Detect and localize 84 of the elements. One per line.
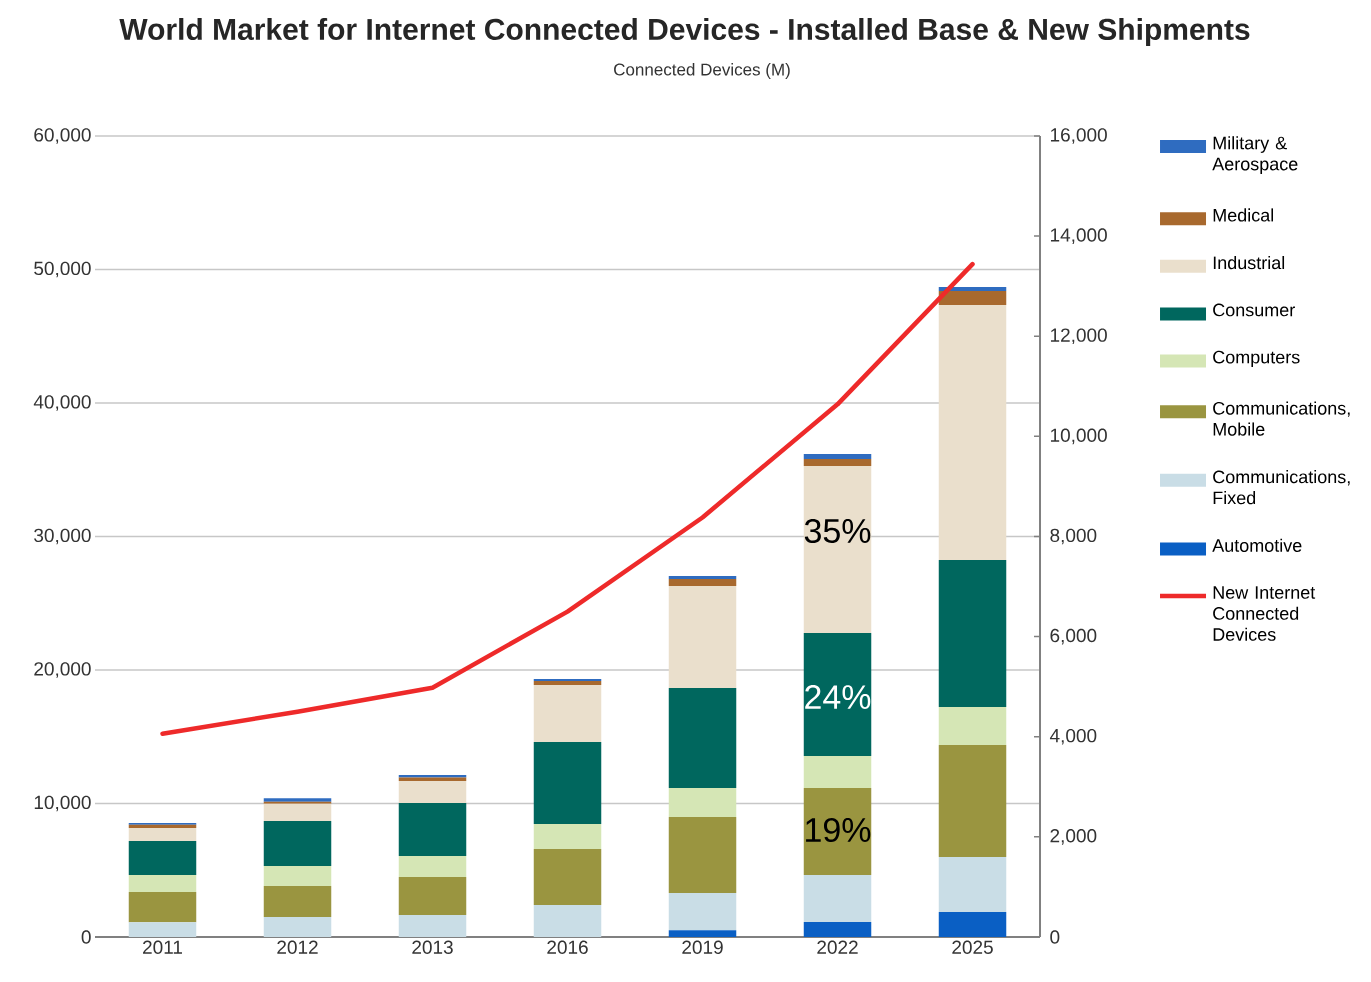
legend-label: New Internet Connected Devices (1213, 586, 1316, 641)
bar (533, 824, 602, 850)
x-tick-label: 2012 (277, 940, 318, 954)
legend-label: Military & Aerospace (1212, 136, 1298, 174)
legend-label: Communications, Mobile (1213, 401, 1350, 436)
bar (938, 857, 1007, 913)
bar (533, 680, 602, 685)
bar (533, 849, 602, 905)
y-tick-label: 0 (81, 930, 91, 944)
bar (398, 802, 467, 856)
bar (938, 290, 1007, 306)
bar (533, 904, 602, 937)
y2-tick-label: 2,000 (1050, 829, 1097, 845)
line-series (160, 261, 975, 736)
bar (938, 912, 1007, 937)
y-tick-label: 20,000 (34, 662, 91, 678)
bar (668, 576, 737, 579)
bar (938, 305, 1007, 560)
x-tick-label: 2019 (682, 940, 723, 954)
legend-label: Medical (1213, 208, 1274, 222)
x-tick-label: 2016 (547, 940, 588, 954)
bar (803, 633, 872, 756)
legend-label: Consumer (1213, 303, 1295, 317)
x-tick-label: 2013 (412, 940, 453, 954)
bar (263, 916, 332, 937)
bar (668, 688, 737, 789)
y-tick-label: 60,000 (34, 128, 91, 144)
bar (668, 788, 737, 817)
bar (398, 855, 467, 878)
bar (938, 559, 1007, 707)
y-tick-label: 10,000 (34, 795, 91, 812)
x-tick-label: 2025 (952, 940, 993, 954)
bar (263, 803, 332, 821)
bar (263, 886, 332, 917)
bar (803, 454, 872, 459)
bar (803, 755, 872, 789)
bar (938, 286, 1007, 291)
bar (128, 828, 197, 842)
y2-tick-label: 0 (1050, 930, 1060, 944)
bar (668, 930, 737, 937)
y2-tick-label: 10,000 (1050, 428, 1107, 445)
bar (398, 914, 467, 937)
legend-label: Automotive (1212, 538, 1302, 552)
bar (668, 586, 737, 689)
annotation: 19% (806, 817, 871, 843)
x-tick-label: 2022 (817, 940, 858, 954)
y2-tick-label: 8,000 (1050, 528, 1097, 545)
bar (803, 922, 872, 937)
bar (533, 741, 602, 825)
bar (128, 875, 197, 893)
bar (803, 875, 872, 923)
annotation: 24% (805, 685, 871, 709)
y2-tick-label: 6,000 (1050, 628, 1097, 645)
bar (668, 892, 737, 931)
bar (803, 466, 872, 634)
bar (128, 922, 197, 937)
bar (263, 820, 332, 866)
bar (533, 684, 602, 742)
y-tick-label: 40,000 (33, 395, 91, 411)
bar (398, 877, 467, 915)
bar (398, 780, 467, 803)
y-tick-label: 30,000 (34, 528, 91, 545)
bar (938, 706, 1007, 746)
bar (533, 678, 602, 681)
bar (668, 816, 737, 893)
legend-label: Industrial (1213, 255, 1285, 270)
annotation: 35% (804, 518, 871, 544)
y2-tick-label: 12,000 (1050, 328, 1107, 345)
bar (803, 458, 872, 467)
bar (668, 578, 737, 587)
legend-label: Computers (1213, 350, 1300, 368)
bar (128, 841, 197, 876)
chart-title: World Market for Internet Connected Devices - Installed Base & New Shipments (119, 18, 1250, 46)
y2-tick-label: 16,000 (1050, 128, 1107, 144)
y2-tick-label: 4,000 (1049, 728, 1097, 745)
bar (803, 788, 872, 876)
x-tick-label: 2011 (143, 940, 182, 954)
chart-subtitle: Connected Devices (M) (614, 63, 790, 79)
y2-tick-label: 14,000 (1050, 228, 1107, 244)
y-tick-label: 50,000 (34, 261, 91, 278)
legend-label: Communications, Fixed (1213, 470, 1350, 505)
bar (263, 865, 332, 886)
bar (938, 745, 1007, 858)
bar (128, 892, 197, 923)
